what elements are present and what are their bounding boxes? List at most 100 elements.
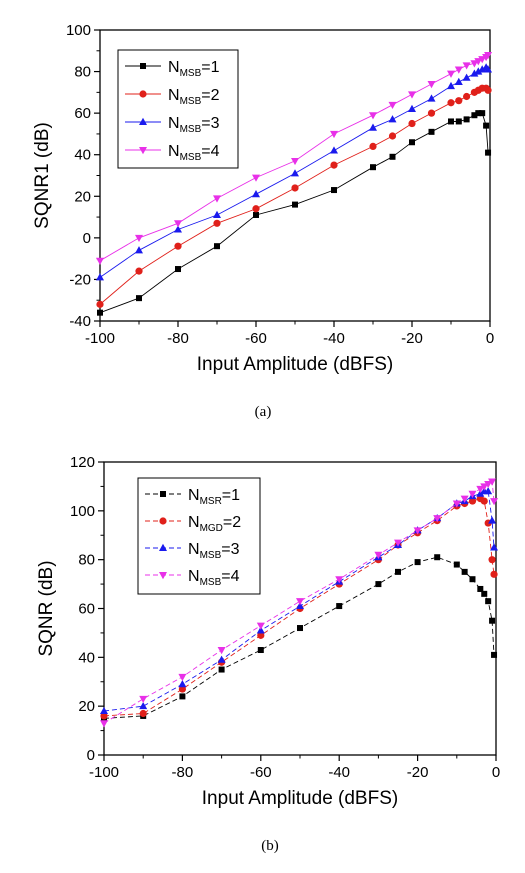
marker-s1-p4 bbox=[257, 647, 264, 654]
marker-s3-p11 bbox=[447, 81, 455, 90]
marker-s2-p2 bbox=[178, 685, 186, 693]
marker-s3-p10 bbox=[427, 94, 436, 102]
marker-s1-p12 bbox=[455, 118, 462, 125]
marker-s2-p6 bbox=[330, 161, 338, 169]
marker-s4-p0 bbox=[96, 257, 104, 265]
marker-s2-p17 bbox=[488, 556, 496, 564]
marker-s1-p4 bbox=[253, 211, 259, 218]
series-4 bbox=[100, 478, 499, 728]
y-tick-label: 120 bbox=[70, 454, 95, 471]
marker-s1-p15 bbox=[475, 110, 482, 117]
marker-s4-p9 bbox=[408, 91, 416, 99]
marker-s1-p10 bbox=[434, 554, 441, 561]
marker-s4-p8 bbox=[388, 101, 397, 110]
legend-label: NMSB=1 bbox=[168, 59, 220, 79]
marker-s1-p16 bbox=[479, 110, 486, 117]
marker-s4-p4 bbox=[256, 622, 265, 630]
x-tick-label: 0 bbox=[492, 764, 500, 781]
x-axis-label: Input Amplitude (dBFS) bbox=[197, 354, 393, 375]
marker-s2-p13 bbox=[468, 497, 477, 505]
y-tick-label: 40 bbox=[78, 649, 95, 666]
marker-s4-p6 bbox=[335, 576, 344, 584]
marker-s1-p18 bbox=[491, 651, 498, 658]
marker-s2-p5 bbox=[291, 184, 299, 192]
marker-s4-p7 bbox=[369, 112, 377, 120]
panel-caption: (b) bbox=[261, 838, 279, 854]
y-tick-label: 0 bbox=[83, 230, 91, 247]
marker-s2-p13 bbox=[463, 92, 471, 101]
marker-s2-plegend bbox=[159, 517, 167, 525]
legend-label: NMSB=4 bbox=[168, 143, 220, 163]
marker-s4-p15 bbox=[480, 483, 489, 491]
marker-s2-p8 bbox=[388, 132, 397, 140]
marker-s4-p2 bbox=[178, 673, 187, 682]
marker-s4-p10 bbox=[427, 81, 436, 89]
marker-s4-p7 bbox=[374, 551, 383, 559]
marker-s4-p1 bbox=[139, 695, 148, 704]
y-tick-label: -20 bbox=[69, 271, 91, 288]
chart-panel-b: -100 -80 -60 -40 -20 0 0 20 40 60 80 100 120 Input Am… bbox=[36, 454, 500, 809]
marker-s3-p14 bbox=[476, 489, 485, 497]
marker-s4-p18 bbox=[484, 51, 493, 60]
marker-s4-p12 bbox=[454, 66, 463, 74]
marker-s1-p5 bbox=[297, 625, 303, 632]
x-tick-label: -80 bbox=[167, 330, 189, 347]
legend-label: NMSB=2 bbox=[168, 87, 220, 107]
x-tick-label: -40 bbox=[323, 330, 345, 347]
marker-s2-p18 bbox=[490, 570, 498, 578]
legend-label: NMGD=2 bbox=[188, 514, 241, 534]
marker-s4-p1 bbox=[135, 234, 143, 243]
legend-label: NMSB=4 bbox=[188, 568, 240, 588]
marker-s2-p7 bbox=[369, 142, 377, 150]
marker-s1-p0 bbox=[97, 309, 103, 316]
marker-s1-plegend bbox=[160, 491, 166, 497]
y-tick-label: 20 bbox=[74, 188, 91, 205]
marker-s3-p4 bbox=[252, 190, 260, 198]
marker-s1-p2 bbox=[175, 266, 181, 273]
marker-s1-p9 bbox=[409, 139, 415, 146]
marker-s4-p13 bbox=[462, 62, 471, 70]
marker-s4-p5 bbox=[296, 598, 304, 606]
x-axis-label: Input Amplitude (dBFS) bbox=[202, 788, 398, 809]
series-4 bbox=[96, 51, 493, 265]
marker-s3-p5 bbox=[296, 601, 304, 610]
x-tick-label: -60 bbox=[245, 330, 267, 347]
y-tick-label: 60 bbox=[74, 105, 91, 122]
marker-s2-p4 bbox=[257, 631, 265, 639]
marker-s3-p3 bbox=[217, 655, 226, 663]
marker-s2-p15 bbox=[480, 497, 488, 505]
x-tick-label: -20 bbox=[401, 330, 423, 347]
marker-s3-plegend bbox=[139, 117, 147, 125]
y-tick-label: 100 bbox=[66, 22, 91, 39]
x-tick-label: -80 bbox=[172, 764, 194, 781]
marker-s3-p18 bbox=[484, 65, 493, 73]
y-axis-label: SQNR (dB) bbox=[36, 560, 57, 656]
marker-s1-p17 bbox=[489, 617, 496, 624]
marker-s1-p18 bbox=[485, 149, 492, 156]
marker-s1-p5 bbox=[292, 201, 298, 208]
marker-s3-p1 bbox=[135, 246, 143, 254]
marker-s4-p16 bbox=[484, 480, 493, 489]
marker-s1-p6 bbox=[336, 603, 343, 610]
marker-s3-p3 bbox=[213, 210, 221, 218]
legend-label: NMSR=1 bbox=[188, 487, 240, 507]
marker-s3-p0 bbox=[96, 273, 104, 281]
marker-s1-p16 bbox=[485, 598, 492, 605]
marker-s4-p13 bbox=[468, 490, 477, 498]
marker-s4-p9 bbox=[413, 527, 422, 535]
marker-s2-p4 bbox=[252, 205, 260, 213]
marker-s2-p11 bbox=[447, 99, 455, 107]
marker-s1-p13 bbox=[469, 576, 476, 583]
y-tick-label: -40 bbox=[69, 313, 91, 330]
x-tick-label: -100 bbox=[85, 330, 115, 347]
marker-s3-p13 bbox=[462, 73, 471, 81]
marker-s1-p8 bbox=[389, 153, 396, 160]
marker-s1-p14 bbox=[477, 585, 484, 592]
marker-s4-p10 bbox=[433, 515, 442, 523]
marker-s4-p12 bbox=[460, 495, 469, 503]
y-tick-label: 100 bbox=[70, 503, 95, 520]
marker-s4-p16 bbox=[478, 56, 487, 64]
marker-s3-p0 bbox=[100, 706, 108, 715]
chart-panel-a: -100 -80 -60 -40 -20 0 -40 -20 0 20 40 60 80 100 Input… bbox=[32, 22, 494, 375]
